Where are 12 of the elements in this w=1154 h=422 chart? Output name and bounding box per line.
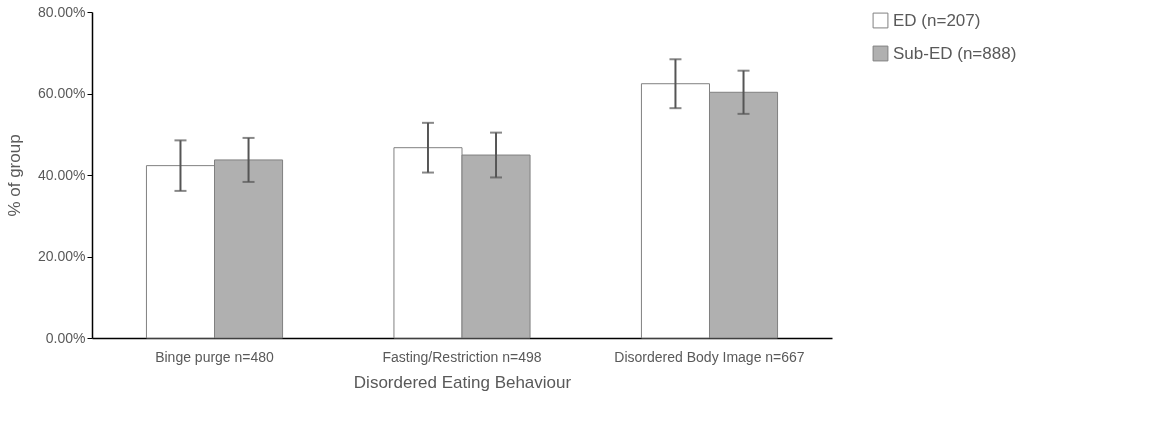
y-tick-label: 0.00% [45,329,86,346]
x-tick-label: Binge purge n=480 [155,348,275,365]
y-tick-label: 40.00% [38,166,86,183]
y-tick-label: 80.00% [38,3,86,20]
x-axis-title: Disordered Eating Behaviour [353,372,572,392]
x-tick-label: Fasting/Restriction n=498 [382,348,542,365]
y-tick-label: 60.00% [38,85,86,101]
legend-label: ED (n=207) [893,10,981,30]
y-tick-label: 20.00% [38,248,86,264]
legend-label: Sub-ED (n=888) [893,43,1017,63]
x-tick-label: Disordered Body Image n=667 [614,348,805,365]
y-axis-title: % of group [5,134,25,217]
